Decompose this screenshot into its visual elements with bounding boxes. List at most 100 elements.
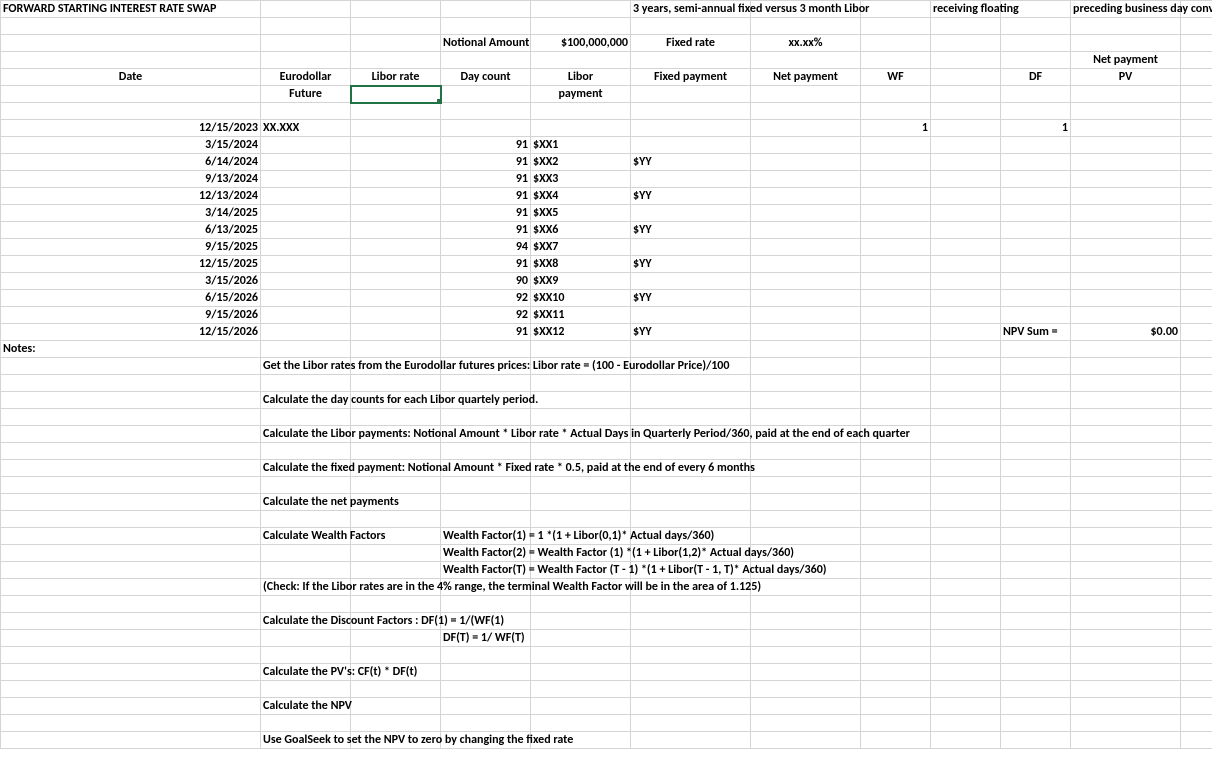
cell[interactable] [631, 443, 751, 460]
cell[interactable] [261, 647, 351, 664]
cell[interactable] [441, 409, 531, 426]
cell[interactable] [861, 290, 931, 307]
active-cell[interactable] [351, 86, 441, 103]
cell[interactable] [751, 392, 861, 409]
cell[interactable] [751, 375, 861, 392]
cell[interactable] [1001, 307, 1071, 324]
cell[interactable] [351, 698, 441, 715]
cell[interactable] [861, 205, 931, 222]
hdr-libor[interactable]: Libor [531, 69, 631, 86]
cell[interactable] [931, 409, 1001, 426]
cell[interactable] [1181, 324, 1212, 341]
cell[interactable] [631, 375, 751, 392]
cell[interactable] [931, 460, 1001, 477]
note-text[interactable]: Calculate the NPV [261, 698, 351, 715]
cell[interactable] [441, 647, 531, 664]
cell[interactable] [861, 239, 931, 256]
date-cell[interactable]: 3/15/2024 [1, 137, 261, 154]
cell[interactable] [1181, 154, 1212, 171]
cell[interactable] [1181, 494, 1212, 511]
cell[interactable] [1071, 579, 1181, 596]
cell[interactable] [751, 273, 861, 290]
cell[interactable] [1181, 715, 1212, 732]
cell[interactable] [1071, 409, 1181, 426]
cell[interactable] [1001, 494, 1071, 511]
cell[interactable] [1071, 698, 1181, 715]
cell[interactable] [441, 494, 531, 511]
fixed-payment-cell[interactable]: $YY [631, 256, 751, 273]
cell[interactable] [1001, 409, 1071, 426]
cell[interactable] [1071, 120, 1181, 137]
cell[interactable] [1181, 511, 1212, 528]
cell[interactable] [261, 273, 351, 290]
cell[interactable] [1181, 562, 1212, 579]
fixed-payment-cell[interactable]: $YY [631, 290, 751, 307]
cell[interactable] [1001, 545, 1071, 562]
cell[interactable] [931, 86, 1001, 103]
cell[interactable] [1, 460, 261, 477]
cell[interactable] [261, 103, 351, 120]
date-cell[interactable]: 6/15/2026 [1, 290, 261, 307]
daycount-cell[interactable]: 92 [441, 307, 531, 324]
cell[interactable] [1181, 307, 1212, 324]
cell[interactable] [751, 120, 861, 137]
note-text[interactable]: Calculate the fixed payment: Notional Am… [261, 460, 351, 477]
cell[interactable] [1181, 664, 1212, 681]
cell[interactable] [1001, 477, 1071, 494]
cell[interactable] [931, 256, 1001, 273]
hdr-df[interactable]: DF [1001, 69, 1071, 86]
cell[interactable] [1001, 562, 1071, 579]
cell[interactable] [261, 205, 351, 222]
cell[interactable] [261, 290, 351, 307]
cell[interactable] [261, 477, 351, 494]
cell[interactable] [441, 120, 531, 137]
daycount-cell[interactable]: 91 [441, 154, 531, 171]
cell[interactable] [1001, 460, 1071, 477]
cell[interactable] [631, 511, 751, 528]
cell[interactable] [1071, 154, 1181, 171]
cell[interactable] [1181, 52, 1212, 69]
cell[interactable] [1181, 222, 1212, 239]
cell[interactable] [441, 1, 531, 18]
cell[interactable] [351, 18, 441, 35]
cell[interactable] [1001, 443, 1071, 460]
hdr-payment[interactable]: payment [531, 86, 631, 103]
cell[interactable] [351, 596, 441, 613]
cell[interactable] [441, 681, 531, 698]
cell[interactable] [1071, 528, 1181, 545]
cell[interactable] [931, 307, 1001, 324]
cell[interactable] [351, 375, 441, 392]
cell[interactable] [1071, 477, 1181, 494]
cell[interactable] [351, 222, 441, 239]
cell[interactable] [531, 103, 631, 120]
cell[interactable] [931, 579, 1001, 596]
daycount-cell[interactable]: 91 [441, 137, 531, 154]
cell[interactable] [1181, 18, 1212, 35]
cell[interactable] [1181, 681, 1212, 698]
cell[interactable] [531, 52, 631, 69]
cell[interactable] [861, 647, 931, 664]
cell[interactable] [1071, 630, 1181, 647]
cell[interactable] [861, 443, 931, 460]
fixed-rate-value[interactable]: xx.xx% [751, 35, 861, 52]
cell[interactable] [1001, 358, 1071, 375]
cell[interactable] [1071, 375, 1181, 392]
cell[interactable] [751, 188, 861, 205]
hdr-eurodollar[interactable]: Eurodollar [261, 69, 351, 86]
cell[interactable] [1071, 239, 1181, 256]
cell[interactable] [1181, 579, 1212, 596]
cell[interactable] [631, 409, 751, 426]
cell[interactable] [1001, 664, 1071, 681]
cell[interactable] [931, 103, 1001, 120]
daycount-cell[interactable]: 90 [441, 273, 531, 290]
cell[interactable] [531, 409, 631, 426]
net-payment-pv-top[interactable]: Net payment [1071, 52, 1181, 69]
cell[interactable] [1001, 222, 1071, 239]
cell[interactable] [261, 256, 351, 273]
cell[interactable] [931, 239, 1001, 256]
cell[interactable] [1, 715, 261, 732]
cell[interactable] [631, 52, 751, 69]
cell[interactable] [1001, 511, 1071, 528]
cell[interactable] [261, 562, 351, 579]
cell[interactable] [351, 35, 441, 52]
